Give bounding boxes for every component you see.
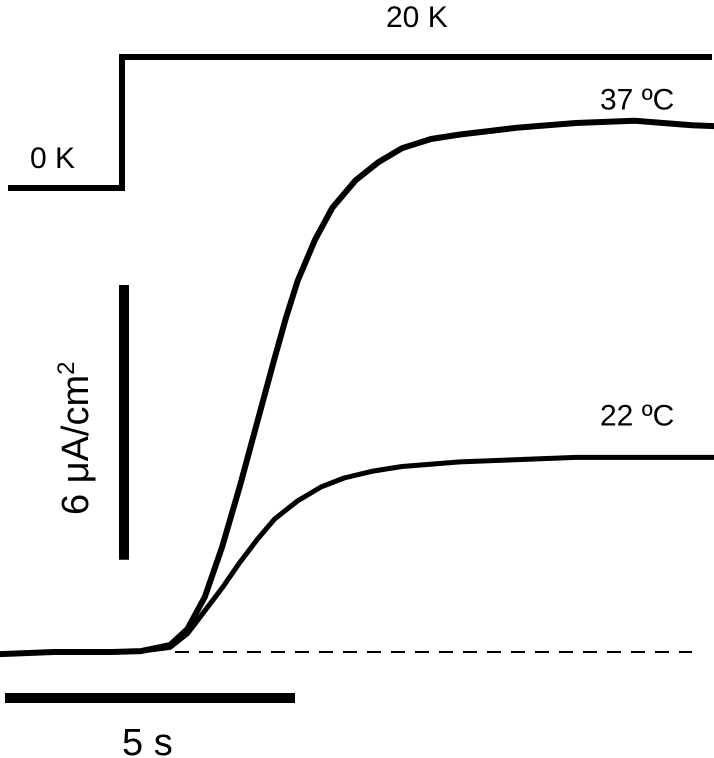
stimulus-low-label: 0 K (30, 142, 75, 175)
stimulus-high-label: 20 K (386, 1, 448, 34)
series-trace-1 (0, 117, 714, 658)
y-scale-label: 6 μA/cm2 (53, 361, 97, 515)
series-label-2: 22 ºC (600, 399, 674, 432)
series-label-1: 37 ºC (600, 83, 674, 116)
series-trace-2 (0, 454, 714, 657)
series-group: 37 ºC 22 ºC (0, 83, 714, 658)
y-scale-label-sup: 2 (53, 361, 80, 374)
y-scale-label-main: 6 μA/cm (55, 375, 97, 515)
stimulus-step-line (8, 54, 712, 191)
x-scale-label: 5 s (122, 722, 173, 758)
